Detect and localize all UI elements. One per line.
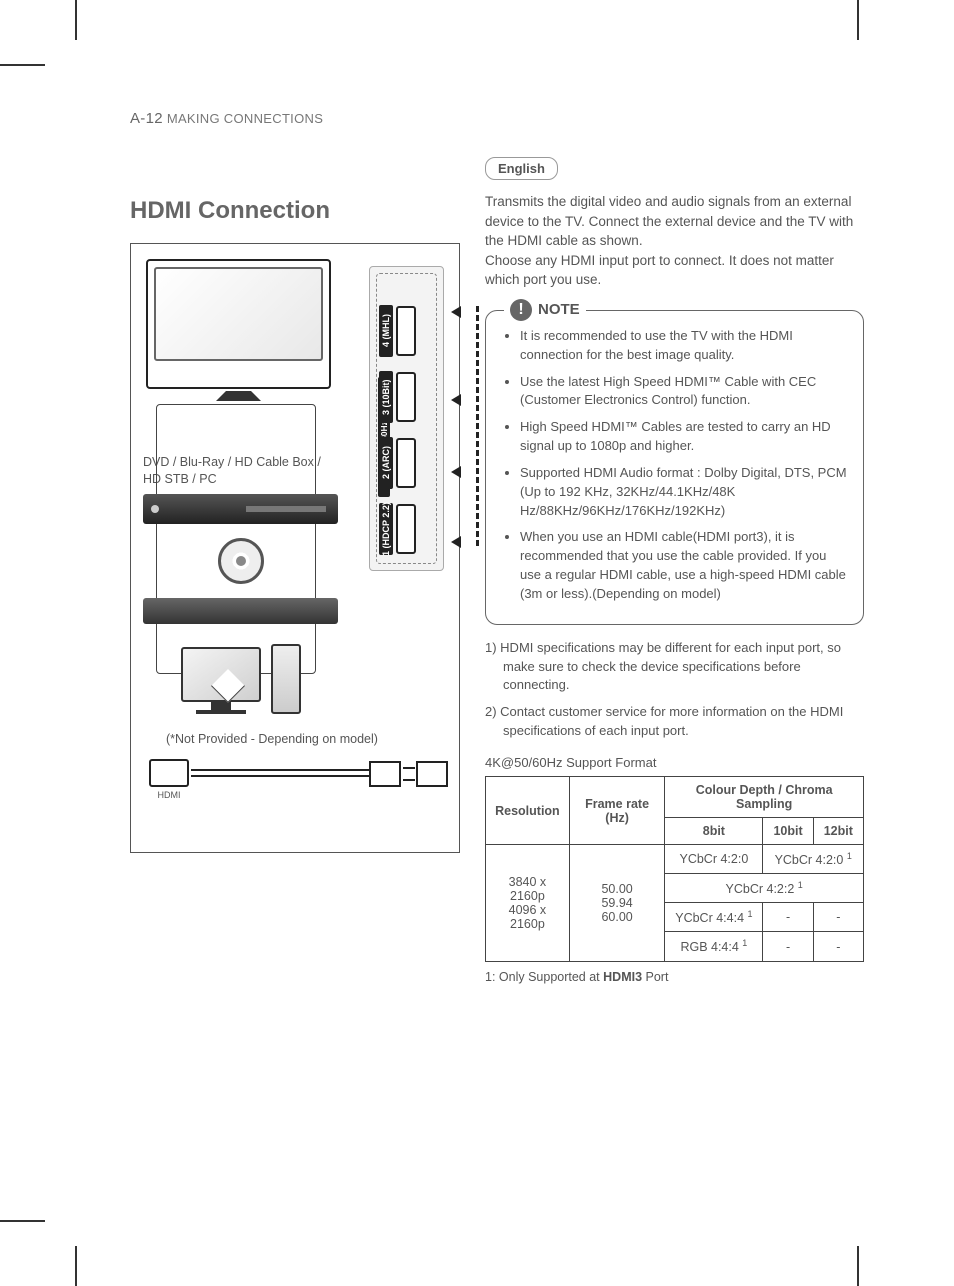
td: YCbCr 4:2:2 1 — [665, 874, 864, 903]
th-resolution: Resolution — [486, 777, 570, 845]
note-icon: ! — [510, 299, 532, 321]
th-12bit: 12bit — [813, 818, 863, 845]
source-devices-label: DVD / Blu-Ray / HD Cable Box / HD STB / … — [143, 454, 333, 488]
dvd-player-icon — [143, 494, 338, 524]
td: - — [813, 932, 863, 961]
table-title: 4K@50/60Hz Support Format — [485, 755, 864, 770]
note-item: Supported HDMI Audio format : Dolby Digi… — [520, 464, 847, 521]
hdmi-plug-icon — [149, 759, 189, 787]
numbered-item: 1) HDMI specifications may be different … — [503, 639, 864, 696]
hdmi-port-4: 4 (MHL) — [379, 301, 434, 361]
td: - — [763, 932, 813, 961]
th-10bit: 10bit — [763, 818, 813, 845]
td: RGB 4:4:4 1 — [665, 932, 763, 961]
note-item: Use the latest High Speed HDMI™ Cable wi… — [520, 373, 847, 411]
hdmi-plug-label: HDMI — [149, 790, 189, 800]
intro-paragraph: Transmits the digital video and audio si… — [485, 192, 864, 290]
td: YCbCr 4:2:0 — [665, 845, 763, 874]
pc-icon — [143, 644, 338, 714]
th-frame: Frame rate (Hz) — [569, 777, 665, 845]
td-frame: 50.00 59.94 60.00 — [569, 845, 665, 962]
th-depth: Colour Depth / Chroma Sampling — [665, 777, 864, 818]
tv-icon — [146, 259, 331, 389]
td: YCbCr 4:4:4 1 — [665, 903, 763, 932]
hdmi-port-2: 2 (ARC) — [379, 433, 434, 493]
hdmi-cable-icon — [191, 769, 371, 777]
manual-page: A-12 MAKING CONNECTIONS HDMI Connection … — [0, 0, 954, 1286]
running-header: A-12 MAKING CONNECTIONS — [130, 110, 864, 127]
numbered-item: 2) Contact customer service for more inf… — [503, 703, 864, 741]
numbered-notes: 1) HDMI specifications may be different … — [485, 639, 864, 741]
note-list: It is recommended to use the TV with the… — [502, 327, 847, 604]
not-provided-note: (*Not Provided - Depending on model) — [166, 732, 378, 746]
note-item: When you use an HDMI cable(HDMI port3), … — [520, 528, 847, 603]
td-resolution: 3840 x 2160p 4096 x 2160p — [486, 845, 570, 962]
note-item: It is recommended to use the TV with the… — [520, 327, 847, 365]
td: - — [763, 903, 813, 932]
note-box: ! NOTE It is recommended to use the TV w… — [485, 310, 864, 625]
th-8bit: 8bit — [665, 818, 763, 845]
note-item: High Speed HDMI™ Cables are tested to ca… — [520, 418, 847, 456]
disc-icon — [218, 538, 264, 584]
set-top-box-icon — [143, 598, 338, 624]
connection-diagram: DVD / Blu-Ray / HD Cable Box / HD STB / … — [130, 243, 460, 853]
table-footnote: 1: Only Supported at HDMI3 Port — [485, 970, 864, 984]
tv-port-panel: HDMI (4K@60Hz) / DVI IN 1 (HDCP 2.2) 2 (… — [369, 266, 444, 571]
language-badge: English — [485, 157, 558, 180]
header-section: MAKING CONNECTIONS — [167, 111, 323, 126]
page-number: A-12 — [130, 110, 163, 127]
support-format-table: Resolution Frame rate (Hz) Colour Depth … — [485, 776, 864, 962]
hdmi-port-3: 3 (10Bit) — [379, 367, 434, 427]
section-title: HDMI Connection — [130, 197, 460, 225]
td: YCbCr 4:2:0 1 — [763, 845, 864, 874]
td: - — [813, 903, 863, 932]
hdmi-port-1: 1 (HDCP 2.2) — [379, 499, 434, 559]
note-heading: NOTE — [538, 299, 580, 321]
